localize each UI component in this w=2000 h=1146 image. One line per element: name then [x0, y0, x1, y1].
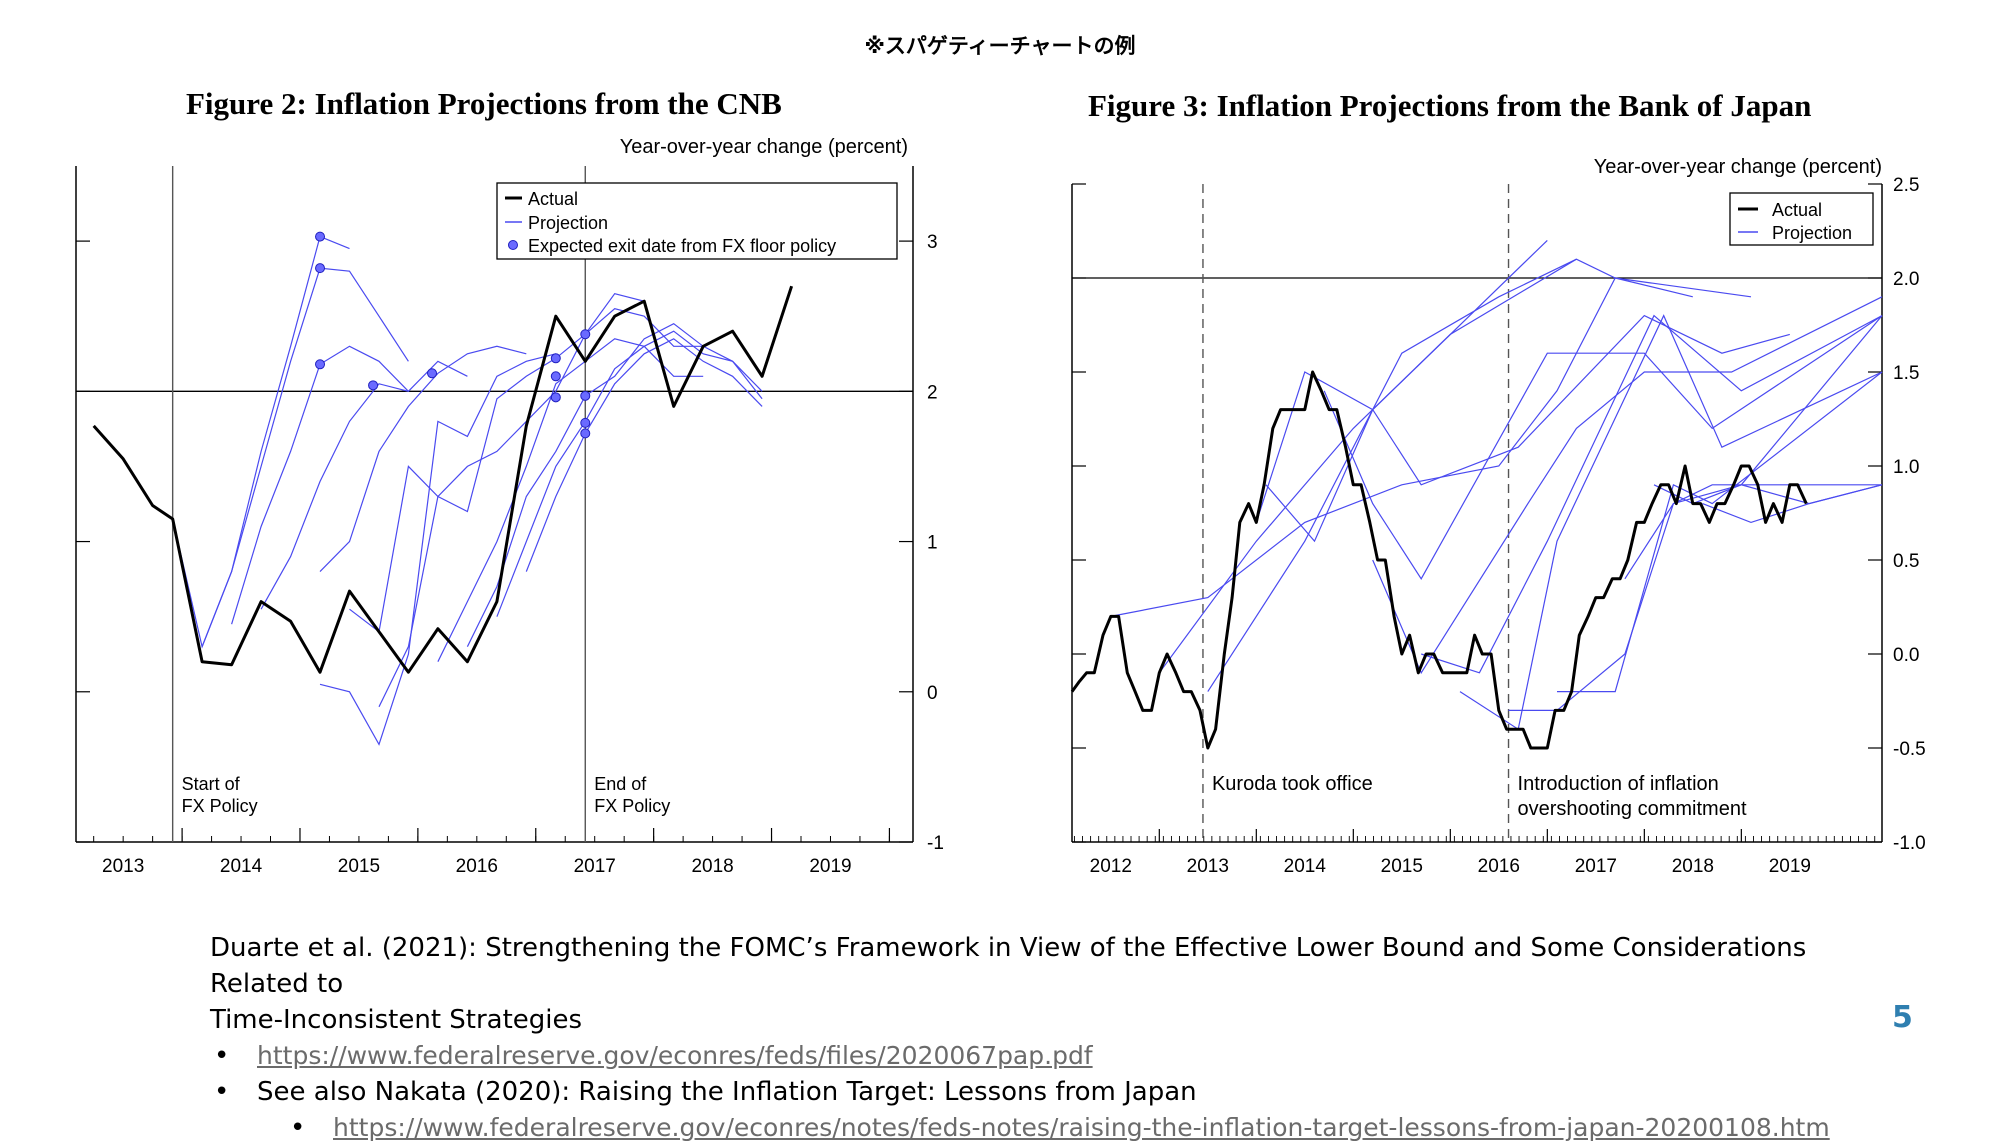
fig2-exit-date-marker [551, 393, 560, 402]
fig3-ytick-label: -0.5 [1893, 739, 1926, 760]
nakata-note-link[interactable]: https://www.federalreserve.gov/econres/n… [333, 1113, 1830, 1142]
fig3-ylabel: Year-over-year change (percent) [1594, 156, 1882, 178]
fig3-ytick-label: 0.0 [1893, 645, 1919, 666]
fig2-exit-date-marker [581, 429, 590, 438]
fig3-projection-line [1557, 372, 1882, 692]
fig3-projection-line [1256, 259, 1751, 522]
fig2-ytick-label: 2 [927, 382, 938, 403]
citation-line-2: Time-Inconsistent Strategies [210, 1002, 1910, 1038]
fig2-projection-line [497, 331, 762, 617]
fig2-exit-date-marker [581, 330, 590, 339]
fig3-event-label: overshooting commitment [1518, 798, 1747, 820]
fig2-projection-line [232, 346, 409, 624]
fig2-xtick-label: 2015 [338, 856, 380, 877]
fig3-projection-line [1324, 316, 1882, 579]
fig2-xtick-label: 2013 [102, 856, 144, 877]
fig3-xtick-label: 2013 [1187, 856, 1229, 877]
fig2-ytick-label: 3 [927, 232, 938, 253]
fig2-exit-date-marker [316, 264, 325, 273]
fig3-xtick-label: 2015 [1381, 856, 1423, 877]
fig2-actual-line [94, 286, 792, 672]
fig3-legend-actual: Actual [1772, 200, 1822, 220]
fig3-xtick-label: 2018 [1672, 856, 1714, 877]
fig3-ytick-label: 2.0 [1893, 269, 1919, 290]
fig3-projection-line [1111, 278, 1693, 616]
fig3-actual-line [1072, 372, 1806, 748]
fig2-exit-date-marker [428, 369, 437, 378]
fig3-projection-line [1509, 316, 1883, 711]
fig2-exit-date-marker [551, 354, 560, 363]
page-number: 5 [1892, 1000, 1913, 1035]
fig2-projection-line [173, 237, 350, 647]
fig3-projection-line [1208, 259, 1577, 691]
fig2-xtick-label: 2019 [809, 856, 851, 877]
fig2-ytick-label: 1 [927, 533, 938, 554]
fig2-ytick-label: 0 [927, 683, 938, 704]
fig3-projection-line [1460, 316, 1882, 730]
fig2-exit-date-marker [316, 232, 325, 241]
fig2-xtick-label: 2018 [691, 856, 733, 877]
fig3-ytick-label: 2.5 [1893, 175, 1919, 196]
fig2-event-label: End of [594, 774, 647, 794]
fig2-event-label: Start of [182, 774, 241, 794]
fig2-projection-line [438, 339, 703, 662]
references: Duarte et al. (2021): Strengthening the … [210, 930, 1910, 1146]
fig2-event-label: FX Policy [594, 796, 670, 816]
fig3-xtick-label: 2012 [1090, 856, 1132, 877]
fig3-projection-line [1625, 485, 1882, 579]
fig2-exit-date-marker [551, 372, 560, 381]
fig3-event-label: Introduction of inflation [1518, 773, 1719, 795]
fig3-projection-line [1421, 316, 1882, 673]
fig3-ytick-label: -1.0 [1893, 833, 1926, 854]
fig3-xtick-label: 2017 [1575, 856, 1617, 877]
fig2-ylabel: Year-over-year change (percent) [620, 136, 908, 158]
fig2-exit-date-marker [581, 391, 590, 400]
fig2-exit-date-marker [316, 360, 325, 369]
fig2-xtick-label: 2014 [220, 856, 263, 877]
fig3-ytick-label: 1.0 [1893, 457, 1919, 478]
fig2-legend-projection: Projection [528, 213, 608, 233]
fig3-xtick-label: 2016 [1478, 856, 1520, 877]
fig2-ytick-label: -1 [927, 833, 944, 854]
fig2-legend-markers: Expected exit date from FX floor policy [528, 236, 836, 256]
fig2-exit-date-marker [369, 381, 378, 390]
fomc-paper-link[interactable]: https://www.federalreserve.gov/econres/f… [257, 1041, 1093, 1070]
fig2-event-label: FX Policy [182, 796, 258, 816]
fig3-legend-projection: Projection [1772, 223, 1852, 243]
fig3-xtick-label: 2014 [1284, 856, 1327, 877]
fig2-projection-line [261, 361, 467, 609]
fig2-projection-line [320, 354, 556, 745]
fig2-xtick-label: 2016 [456, 856, 498, 877]
see-also-text: See also Nakata (2020): Raising the Infl… [210, 1074, 1910, 1110]
fig3-event-label: Kuroda took office [1212, 773, 1373, 795]
fig2-exit-date-marker [581, 418, 590, 427]
fig2-xtick-label: 2017 [574, 856, 616, 877]
citation-line-1: Duarte et al. (2021): Strengthening the … [210, 930, 1910, 1002]
fig3-xtick-label: 2019 [1769, 856, 1811, 877]
fig2-legend-marker-swatch [509, 241, 518, 250]
fig2-projection-line [526, 339, 762, 572]
fig3-ytick-label: 1.5 [1893, 363, 1919, 384]
fig3-ytick-label: 0.5 [1893, 551, 1919, 572]
fig2-projection-line [467, 324, 762, 647]
fig2-legend-actual: Actual [528, 189, 578, 209]
fig2-projection-line [350, 294, 645, 632]
